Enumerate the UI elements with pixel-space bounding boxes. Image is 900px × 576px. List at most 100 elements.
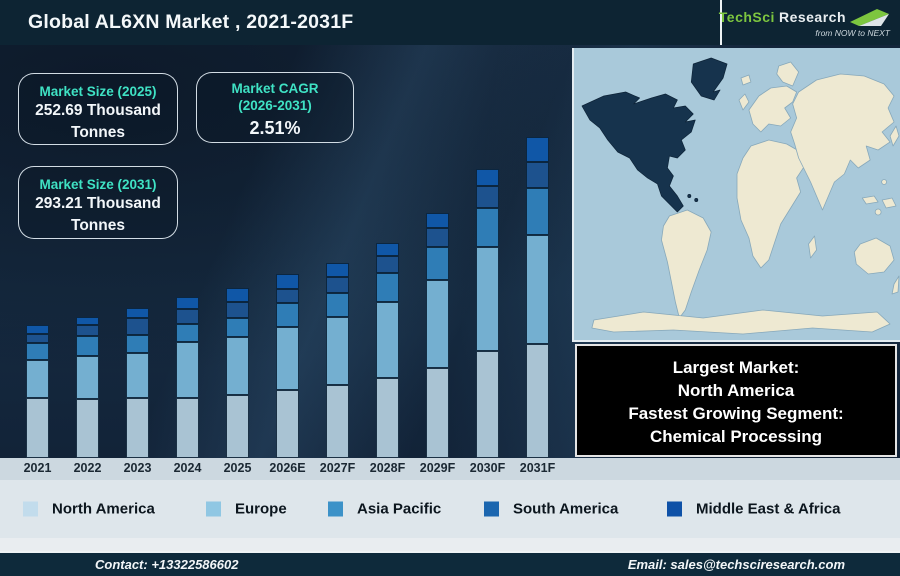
bar-segment xyxy=(176,342,199,398)
chart-legend: North America Europe Asia Pacific South Ame… xyxy=(0,480,900,538)
bar-segment xyxy=(376,243,399,256)
legend-item: Europe xyxy=(206,501,287,518)
bar-segment xyxy=(376,302,399,378)
bar-segment xyxy=(276,289,299,303)
bar-segment xyxy=(126,398,149,458)
bar-segment xyxy=(526,344,549,458)
contact-email: Email: sales@techsciresearch.com xyxy=(627,557,845,572)
market-size-2025-box: Market Size (2025) 252.69 Thousand Tonne… xyxy=(18,73,178,145)
x-axis-label: 2021 xyxy=(23,461,52,475)
bar-segment xyxy=(426,213,449,228)
x-axis-label: 2025 xyxy=(223,461,252,475)
stat-value: 252.69 Thousand xyxy=(35,102,161,119)
caption-line: Fastest Growing Segment: xyxy=(628,404,844,423)
logo-tagline: from NOW to NEXT xyxy=(815,28,890,38)
bar-segment xyxy=(326,263,349,277)
bar-segment xyxy=(226,337,249,395)
stacked-bar-2029F xyxy=(426,213,449,458)
bar-segment xyxy=(526,235,549,344)
bar-segment xyxy=(126,308,149,318)
bar-segment xyxy=(276,327,299,390)
bar-segment xyxy=(326,317,349,385)
legend-color-swatch xyxy=(206,501,221,517)
bar-segment xyxy=(276,303,299,327)
bar-segment xyxy=(476,186,499,208)
stacked-bar-2025 xyxy=(226,288,249,458)
legend-color-swatch xyxy=(484,501,499,517)
bar-segment xyxy=(176,324,199,342)
market-size-2031-box: Market Size (2031) 293.21 Thousand Tonne… xyxy=(18,166,178,239)
stacked-bar-2026E xyxy=(276,274,299,458)
bar-segment xyxy=(76,336,99,356)
bar-segment xyxy=(26,325,49,334)
world-map xyxy=(572,48,900,342)
x-axis-label: 2023 xyxy=(123,461,152,475)
bar-segment xyxy=(26,360,49,398)
legend-label: North America xyxy=(52,500,155,518)
x-axis-label: 2028F xyxy=(369,461,406,475)
bottom-spacer-strip xyxy=(0,538,900,551)
logo-brand-primary: TechSci xyxy=(718,9,775,25)
bar-segment xyxy=(26,343,49,360)
bar-segment xyxy=(476,247,499,351)
legend-item: North America xyxy=(23,501,155,518)
x-axis: 2021 2022 2023 2024 2025 2026E 2027F 2028F 2029F… xyxy=(0,458,900,480)
caption-line: Largest Market: xyxy=(672,358,800,377)
stacked-bar-2028F xyxy=(376,243,399,458)
x-axis-label: 2024 xyxy=(173,461,202,475)
north-america-highlight xyxy=(581,57,728,213)
bar-segment xyxy=(376,378,399,458)
bar-segment xyxy=(176,297,199,309)
legend-label: South America xyxy=(513,500,619,518)
bar-segment xyxy=(526,137,549,162)
legend-item: Asia Pacific xyxy=(328,501,441,518)
bar-segment xyxy=(226,318,249,337)
legend-item: South America xyxy=(484,501,618,518)
stacked-bar-2031F xyxy=(526,137,549,458)
stat-title: Market Size (2031) xyxy=(39,177,157,192)
stacked-bar-2030F xyxy=(476,169,499,458)
bar-segment xyxy=(426,247,449,280)
bar-segment xyxy=(76,399,99,458)
bar-segment xyxy=(476,351,499,458)
x-axis-label: 2022 xyxy=(73,461,102,475)
bar-segment xyxy=(476,169,499,186)
bar-segment xyxy=(126,318,149,335)
bar-segment xyxy=(376,273,399,302)
stat-title: (2026-2031) xyxy=(238,98,312,113)
bar-segment xyxy=(226,395,249,458)
bar-segment xyxy=(226,288,249,302)
bar-segment xyxy=(326,277,349,293)
largest-market-callout: Largest Market: North America Fastest Gr… xyxy=(575,344,897,457)
bar-segment xyxy=(426,228,449,247)
stacked-bar-2022 xyxy=(76,317,99,458)
logo-arrow-icon xyxy=(850,9,889,26)
bar-segment xyxy=(226,302,249,318)
stat-value: 293.21 Thousand xyxy=(35,195,161,212)
footer-bar: Contact: +13322586602 Email: sales@techs… xyxy=(0,551,900,576)
legend-item: Middle East & Africa xyxy=(667,501,840,518)
logo-brand-secondary: Research xyxy=(778,9,846,25)
bar-segment xyxy=(176,309,199,324)
bar-segment xyxy=(376,256,399,273)
bar-segment xyxy=(26,334,49,343)
caption-line: North America xyxy=(677,381,795,400)
world-map-svg xyxy=(574,48,900,340)
x-axis-label: 2027F xyxy=(319,461,356,475)
x-axis-label: 2026E xyxy=(269,461,306,475)
x-axis-label: 2031F xyxy=(519,461,556,475)
legend-color-swatch xyxy=(23,501,38,517)
bar-segment xyxy=(526,188,549,235)
bar-segment xyxy=(126,335,149,353)
legend-color-swatch xyxy=(328,501,343,517)
stat-title: Market CAGR xyxy=(231,81,319,96)
x-axis-label: 2030F xyxy=(469,461,506,475)
bar-segment xyxy=(76,356,99,399)
stacked-bar-2023 xyxy=(126,308,149,458)
caption-line: Chemical Processing xyxy=(650,427,822,446)
bar-segment xyxy=(326,385,349,458)
stacked-bar-2021 xyxy=(26,325,49,458)
page-title: Global AL6XN Market , 2021-2031F xyxy=(28,11,354,33)
bar-segment xyxy=(76,325,99,336)
stat-title: Market Size (2025) xyxy=(39,84,157,99)
